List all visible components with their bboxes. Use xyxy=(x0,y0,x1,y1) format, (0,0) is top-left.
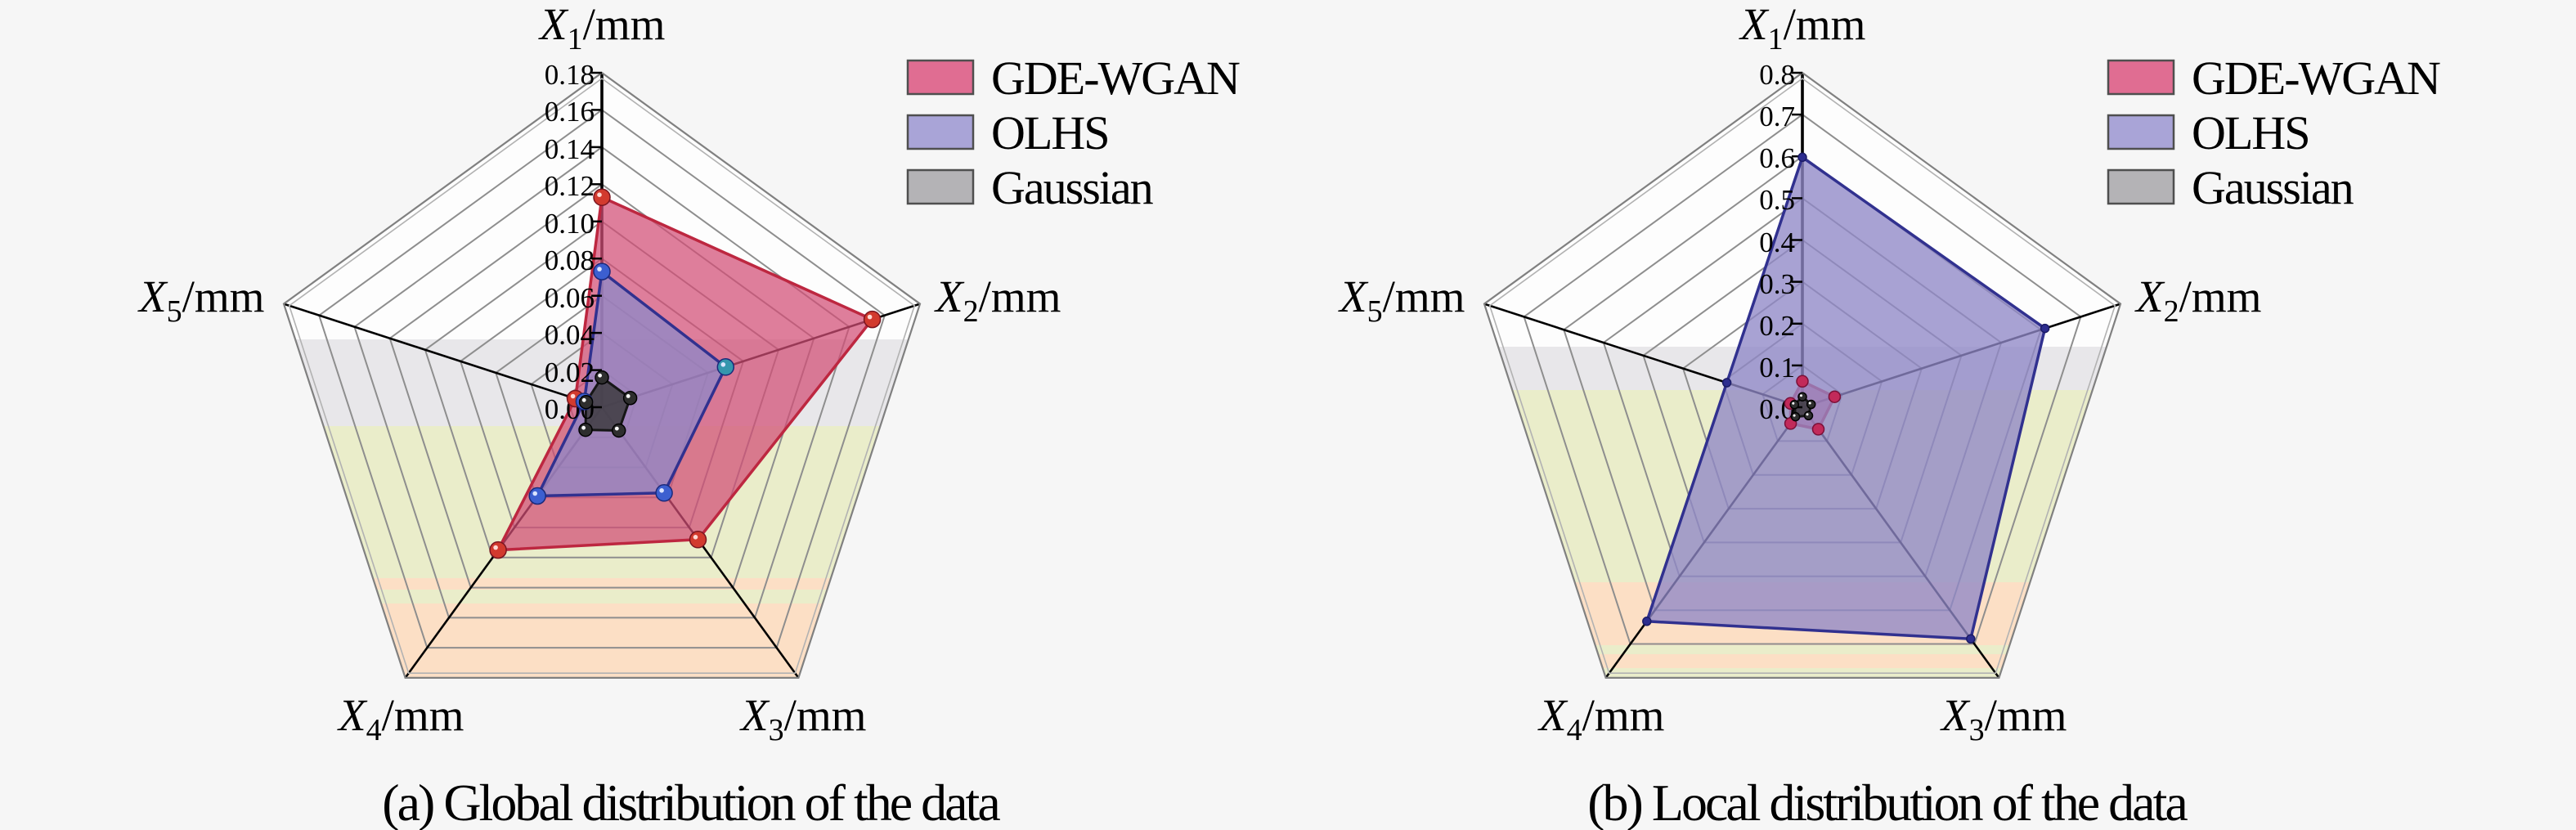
svg-text:X5/mm: X5/mm xyxy=(137,271,264,329)
svg-text:0.08: 0.08 xyxy=(545,245,595,276)
svg-text:0.04: 0.04 xyxy=(545,319,595,351)
svg-text:0.16: 0.16 xyxy=(545,96,595,128)
svg-text:GDE-WGAN: GDE-WGAN xyxy=(991,52,1240,105)
svg-text:0.10: 0.10 xyxy=(545,208,595,240)
svg-text:GDE-WGAN: GDE-WGAN xyxy=(2192,52,2440,105)
svg-text:0.2: 0.2 xyxy=(1759,310,1795,342)
svg-text:0.3: 0.3 xyxy=(1759,268,1795,300)
svg-text:0.18: 0.18 xyxy=(545,59,595,91)
svg-text:OLHS: OLHS xyxy=(2192,106,2309,159)
svg-text:0.14: 0.14 xyxy=(545,133,595,165)
svg-text:X2/mm: X2/mm xyxy=(2134,271,2261,329)
svg-text:0.06: 0.06 xyxy=(545,282,595,314)
svg-text:0.6: 0.6 xyxy=(1759,142,1795,174)
svg-text:X5/mm: X5/mm xyxy=(1338,271,1465,329)
svg-text:X1/mm: X1/mm xyxy=(1739,0,1865,56)
svg-text:X1/mm: X1/mm xyxy=(538,0,665,56)
svg-text:(a) Global distribution of the: (a) Global distribution of the data xyxy=(382,774,1000,830)
svg-text:Gaussian: Gaussian xyxy=(2192,161,2354,214)
svg-text:0.5: 0.5 xyxy=(1759,184,1795,216)
svg-text:0.12: 0.12 xyxy=(545,170,595,202)
svg-text:OLHS: OLHS xyxy=(991,106,1108,159)
svg-text:X3/mm: X3/mm xyxy=(1940,690,2067,747)
svg-text:X4/mm: X4/mm xyxy=(337,690,464,747)
svg-text:(b) Local distribution of the: (b) Local distribution of the data xyxy=(1587,774,2188,830)
svg-text:0.8: 0.8 xyxy=(1759,59,1795,91)
svg-text:X2/mm: X2/mm xyxy=(934,271,1061,329)
svg-text:X3/mm: X3/mm xyxy=(739,690,866,747)
svg-text:0.1: 0.1 xyxy=(1759,352,1795,384)
svg-text:0.7: 0.7 xyxy=(1759,101,1795,132)
svg-text:X4/mm: X4/mm xyxy=(1537,690,1664,747)
svg-text:Gaussian: Gaussian xyxy=(991,161,1154,214)
svg-text:0.02: 0.02 xyxy=(545,357,595,388)
svg-text:0.4: 0.4 xyxy=(1759,227,1795,258)
